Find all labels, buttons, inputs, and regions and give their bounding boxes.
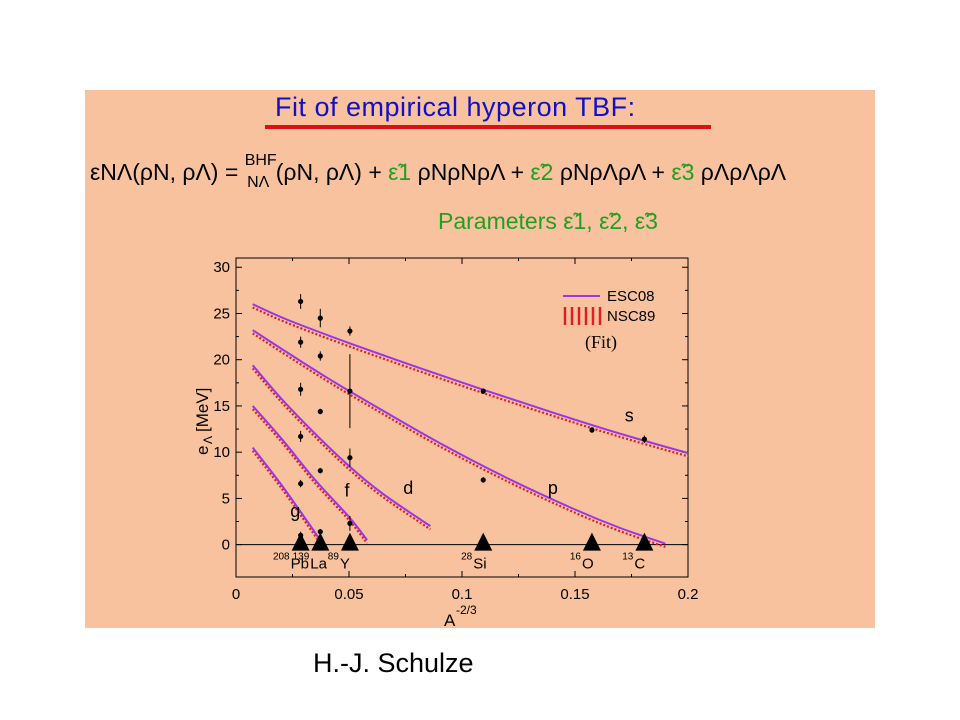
formula-bhf-sup: BHF — [245, 152, 277, 169]
esc08-curve-s — [252, 303, 689, 455]
data-point — [347, 388, 353, 394]
nucleus-mass-C: 13 — [622, 552, 634, 563]
y-tick-label: 10 — [213, 444, 230, 461]
formula-bhf-args: (ρN, ρΛ) + — [276, 159, 388, 185]
legend-label-nsc89: NSC89 — [607, 308, 655, 325]
data-point — [641, 436, 647, 442]
nsc89-curve-p — [252, 332, 666, 548]
nucleus-mass-O: 16 — [570, 552, 582, 563]
data-point — [589, 427, 595, 433]
x-tick-label: 0 — [232, 586, 240, 603]
nucleus-symbol-Pb: Pb — [291, 556, 309, 573]
formula-coef-3: ε̃3 — [671, 159, 694, 185]
nsc89-curve-s — [252, 306, 689, 458]
nucleus-symbol-La: La — [310, 556, 327, 573]
data-point — [347, 455, 353, 461]
chart-legend: ESC08 NSC89 (Fit) — [563, 288, 655, 353]
nucleus-marker-Pb — [291, 532, 310, 551]
y-axis-label: e — [193, 446, 212, 455]
formula-lhs: εNΛ(ρN, ρΛ) = — [90, 159, 245, 185]
shell-label-s: s — [625, 406, 634, 426]
formula-coef-1: ε̃1 — [388, 159, 411, 185]
y-tick-label: 0 — [222, 537, 230, 554]
nucleus-marker-C — [635, 532, 654, 551]
nucleus-symbol-C: C — [634, 556, 645, 573]
slide-title: Fit of empirical hyperon TBF: — [275, 92, 636, 122]
formula-rho-3: ρΛρΛρΛ — [701, 159, 787, 185]
nsc89-curve-d — [251, 367, 432, 531]
parameters-line: Parameters ε̃1, ε̃2, ε̃3 — [438, 208, 658, 234]
esc08-curve-p — [252, 329, 666, 545]
data-point — [347, 328, 353, 334]
formula-bhf-sub: NΛ — [247, 174, 270, 191]
x-tick-label: 0.05 — [334, 586, 363, 603]
data-point — [317, 408, 323, 415]
nucleus-symbol-O: O — [582, 556, 594, 573]
nsc89-curve-f — [251, 408, 368, 544]
data-point — [317, 468, 323, 474]
tbf-formula: εNΛ(ρN, ρΛ) = BHF NΛ (ρN, ρΛ) + ε̃1 ρNρN… — [90, 144, 787, 192]
nucleus-marker-La — [311, 532, 330, 551]
nsc89-curve-g — [251, 450, 323, 547]
data-point — [298, 298, 304, 305]
slide-panel — [85, 90, 875, 628]
nucleus-mass-Pb: 208 — [273, 552, 290, 563]
x-tick-label: 0.15 — [560, 586, 589, 603]
esc08-curve-d — [251, 364, 431, 527]
formula-rho-2: ρNρΛρΛ + — [560, 159, 672, 185]
data-point — [317, 315, 323, 321]
shell-label-p: p — [548, 478, 558, 498]
title-underline — [265, 125, 711, 129]
nucleus-mass-Y: 89 — [328, 552, 340, 563]
shell-label-f: f — [344, 481, 350, 501]
y-tick-label: 30 — [213, 259, 230, 276]
svg-text:εNΛ(ρN, ρΛ) = BHF NΛ: εNΛ(ρN, ρΛ) = BHF NΛ (ρN, ρΛ) + ε̃1 ρNρN… — [90, 144, 787, 192]
author-name: H.-J. Schulze — [313, 648, 474, 678]
x-tick-label: 0.1 — [452, 586, 473, 603]
formula-coef-2: ε̃2 — [530, 159, 553, 185]
shell-label-d: d — [403, 478, 413, 498]
x-axis-label: A — [444, 611, 456, 630]
data-point — [480, 388, 486, 394]
nucleus-symbol-Y: Y — [340, 556, 350, 573]
y-axis-label-sub: Λ — [201, 436, 215, 444]
x-tick-label: 0.2 — [678, 586, 699, 603]
esc08-curve-f — [251, 405, 368, 541]
data-point — [298, 481, 304, 487]
data-points — [298, 294, 647, 540]
fit-curves: s p d f g — [251, 303, 689, 548]
y-tick-label: 15 — [213, 398, 230, 415]
y-tick-label: 5 — [222, 490, 230, 507]
y-tick-label: 20 — [213, 352, 230, 369]
shell-label-g: g — [290, 501, 300, 521]
nucleus-marker-O — [582, 532, 601, 551]
data-point — [347, 520, 353, 526]
nucleus-mass-La: 139 — [293, 552, 310, 563]
x-axis-label-sup: -2/3 — [456, 603, 477, 617]
nucleus-symbol-Si: Si — [473, 556, 486, 573]
data-point — [317, 529, 323, 535]
nucleus-marker-Si — [474, 532, 493, 551]
chart-labels: e Λ [MeV] A -2/3 — [193, 388, 477, 630]
data-point — [298, 339, 304, 345]
parameters-label: Parameters ε̃1, ε̃2, ε̃3 — [438, 208, 658, 234]
nucleus-mass-Si: 28 — [461, 552, 473, 563]
data-point — [298, 386, 304, 392]
y-tick-label: 25 — [213, 305, 230, 322]
data-point — [298, 433, 304, 440]
formula-rho-1: ρNρNρΛ + — [418, 159, 531, 185]
chart-frame: 0 0.05 0.1 0.15 0.2 0 5 10 15 20 25 30 — [213, 257, 699, 603]
legend-note: (Fit) — [585, 332, 617, 353]
legend-label-esc08: ESC08 — [607, 288, 655, 305]
data-point — [317, 353, 323, 359]
data-point — [480, 477, 486, 483]
nucleus-marker-Y — [340, 532, 359, 551]
plot-frame — [235, 257, 689, 578]
y-axis-label-unit: [MeV] — [193, 388, 212, 432]
